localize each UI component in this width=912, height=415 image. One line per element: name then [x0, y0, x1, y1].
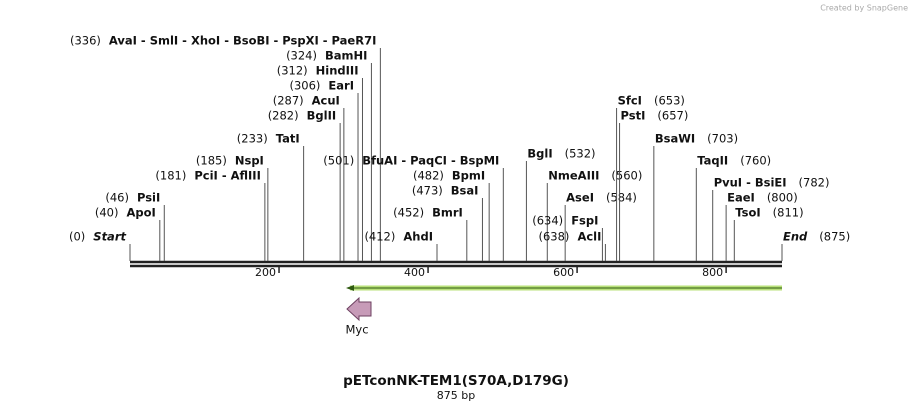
site-name: HindIII [316, 64, 359, 78]
site-name: NmeAIII [548, 169, 599, 183]
site-name: PsiI [137, 191, 160, 205]
feature-label: Myc [345, 323, 368, 337]
site-name: BfuAI - PaqCI - BspMI [362, 154, 499, 168]
site-position: (653) [654, 94, 685, 108]
site-name: NspI [235, 154, 264, 168]
site-position: (638) [539, 230, 570, 244]
site-position: (501) [323, 154, 354, 168]
site-name: BsaI [451, 184, 479, 198]
site-position: (800) [767, 191, 798, 205]
site-position: (233) [237, 132, 268, 146]
site-position: (782) [799, 176, 830, 190]
site-position: (875) [819, 230, 850, 244]
site-name: AhdI [403, 230, 433, 244]
site-position: (473) [412, 184, 443, 198]
site-name: SfcI [618, 94, 642, 108]
site-position: (482) [413, 169, 444, 183]
ruler-tick-label: 800 [702, 266, 723, 279]
site-name: TaqII [697, 154, 728, 168]
site-position: (584) [606, 191, 637, 205]
site-position: (634) [532, 214, 563, 228]
site-position: (811) [773, 206, 804, 220]
site-position: (452) [393, 206, 424, 220]
site-position: (185) [196, 154, 227, 168]
ruler-tick-label: 200 [255, 266, 276, 279]
site-name: EarI [328, 79, 354, 93]
site-name: AclI [577, 230, 601, 244]
site-position: (40) [95, 206, 119, 220]
site-position: (287) [273, 94, 304, 108]
site-name: BpmI [452, 169, 485, 183]
site-position: (336) [70, 34, 101, 48]
site-position: (703) [707, 132, 738, 146]
site-position: (46) [105, 191, 129, 205]
orf-arrowhead [346, 285, 354, 291]
site-position: (282) [268, 109, 299, 123]
site-name: TsoI [735, 206, 760, 220]
site-position: (324) [286, 49, 317, 63]
site-name: BsaWI [655, 132, 695, 146]
site-position: (312) [277, 64, 308, 78]
site-name: AseI [566, 191, 594, 205]
site-position: (760) [740, 154, 771, 168]
site-position: (412) [364, 230, 395, 244]
site-position: (657) [657, 109, 688, 123]
site-name: PstI [621, 109, 646, 123]
map-subtitle: 875 bp [437, 389, 475, 402]
site-name: End [783, 230, 808, 244]
site-name: BmrI [432, 206, 463, 220]
site-name: BglII [307, 109, 337, 123]
site-position: (306) [289, 79, 320, 93]
site-name: PciI - AflIII [194, 169, 261, 183]
site-name: BglI [527, 147, 552, 161]
site-name: FspI [571, 214, 598, 228]
site-name: AvaI - SmlI - XhoI - BsoBI - PspXI - Pae… [109, 34, 376, 48]
ruler-tick-label: 600 [553, 266, 574, 279]
site-position: (532) [565, 147, 596, 161]
site-position: (181) [155, 169, 186, 183]
site-name: EaeI [727, 191, 755, 205]
site-name: ApoI [126, 206, 155, 220]
site-name: Start [93, 230, 126, 244]
site-position: (560) [611, 169, 642, 183]
map-title: pETconNK-TEM1(S70A,D179G) [343, 373, 569, 389]
site-name: PvuI - BsiEI [714, 176, 787, 190]
ruler-tick-label: 400 [404, 266, 425, 279]
watermark: Created by SnapGene [820, 4, 908, 13]
site-name: BamHI [325, 49, 367, 63]
myc-feature [346, 296, 372, 322]
site-name: AcuI [312, 94, 340, 108]
site-position: (0) [69, 230, 85, 244]
site-name: TatI [276, 132, 300, 146]
